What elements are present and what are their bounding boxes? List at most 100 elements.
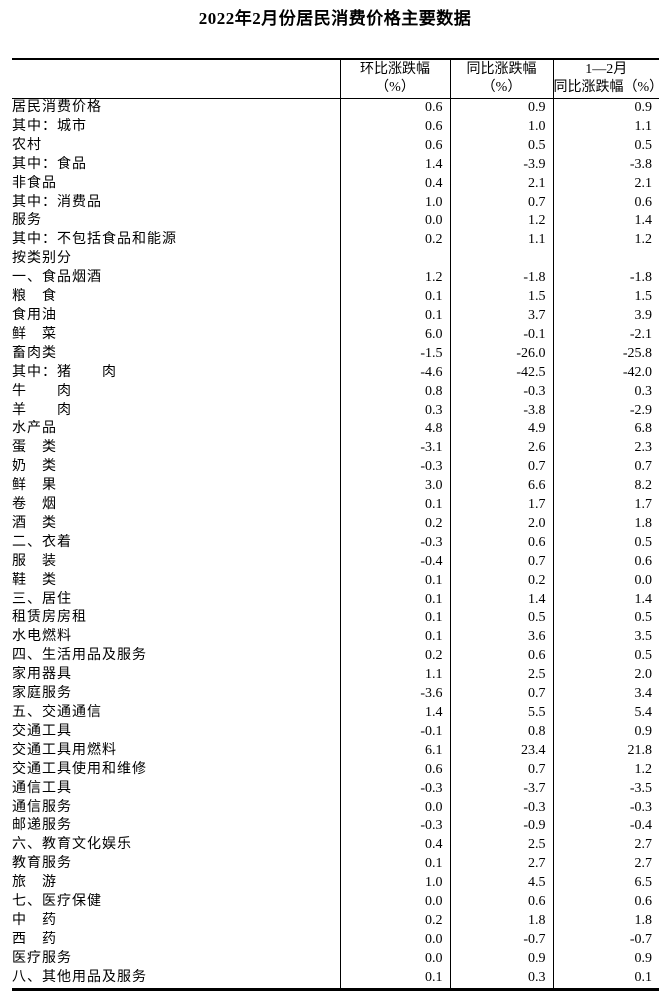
- row-yoy-value: 0.9: [449, 98, 553, 118]
- row-yoy-value: 1.8: [449, 911, 553, 931]
- row-ytd-value: 0.6: [552, 552, 659, 572]
- row-ytd-value: 2.1: [552, 174, 659, 194]
- row-mom-value: 0.2: [339, 647, 450, 667]
- row-ytd-value: 6.5: [552, 874, 659, 894]
- row-mom-value: 0.0: [339, 212, 450, 232]
- row-yoy-value: 1.5: [449, 288, 553, 307]
- row-label: 教育服务: [12, 856, 72, 872]
- table-row: 酒 类 0.2 2.0 1.8: [12, 514, 659, 534]
- row-ytd-value: 3.9: [552, 306, 659, 326]
- row-ytd-value: 1.2: [552, 231, 659, 251]
- row-mom-value: 1.1: [339, 666, 450, 686]
- page-title: 2022年2月份居民消费价格主要数据: [198, 9, 472, 28]
- row-yoy-value: 0.7: [449, 685, 553, 704]
- row-mom-value: 1.4: [339, 155, 450, 175]
- row-label: 通信服务: [12, 799, 72, 815]
- row-mom-value: -0.3: [339, 817, 450, 837]
- row-mom-value: 0.2: [339, 911, 450, 931]
- table-row: 其中：猪 肉 -4.6 -42.5 -42.0: [12, 363, 659, 383]
- row-yoy-value: -0.9: [449, 817, 553, 837]
- row-mom-value: 0.0: [339, 930, 450, 950]
- row-label: 鲜 菜: [12, 326, 57, 342]
- table-row: 家用器具 1.1 2.5 2.0: [12, 666, 659, 686]
- header-mom-line1: 环比涨跌幅: [360, 62, 430, 77]
- header-yoy: 同比涨跌幅 （%）: [449, 59, 553, 99]
- row-label: 食用油: [12, 307, 57, 323]
- row-mom-value: 0.4: [339, 174, 450, 194]
- row-yoy-value: 1.0: [449, 117, 553, 137]
- row-mom-value: -0.3: [339, 533, 450, 553]
- row-mom-value: 6.0: [339, 325, 450, 345]
- table-row: 食用油 0.1 3.7 3.9: [12, 306, 659, 326]
- row-label: 服务: [12, 213, 42, 229]
- table-row: 二、衣着 -0.3 0.6 0.5: [12, 533, 659, 553]
- table-row: 农村 0.6 0.5 0.5: [12, 136, 659, 156]
- row-mom-value: -0.3: [339, 779, 450, 799]
- row-mom-value: 0.0: [339, 949, 450, 969]
- row-label: 二、衣着: [12, 534, 72, 550]
- row-yoy-value: 2.0: [449, 514, 553, 534]
- table-row: 畜肉类 -1.5 -26.0 -25.8: [12, 344, 659, 364]
- row-yoy-value: 3.7: [449, 306, 553, 326]
- row-ytd-value: -2.9: [552, 401, 659, 421]
- row-mom-value: 1.0: [339, 193, 450, 213]
- row-mom-value: [339, 250, 450, 270]
- row-yoy-value: -1.8: [449, 269, 553, 289]
- table-row: 交通工具使用和维修 0.6 0.7 1.2: [12, 760, 659, 780]
- table-row: 七、医疗保健 0.0 0.6 0.6: [12, 893, 659, 912]
- row-label: 酒 类: [12, 515, 57, 531]
- row-ytd-value: 0.9: [552, 722, 659, 742]
- row-label: 七、医疗保健: [12, 894, 102, 910]
- row-yoy-value: -26.0: [449, 344, 553, 364]
- table-row: 服 装 -0.4 0.7 0.6: [12, 552, 659, 572]
- table-row: 旅 游 1.0 4.5 6.5: [12, 874, 659, 894]
- row-ytd-value: 0.5: [552, 533, 659, 553]
- table-row: 四、生活用品及服务 0.2 0.6 0.5: [12, 647, 659, 667]
- row-label: 交通工具: [12, 723, 72, 739]
- row-mom-value: 0.8: [339, 382, 450, 402]
- row-yoy-value: 2.7: [449, 855, 553, 875]
- row-yoy-value: 0.7: [449, 552, 553, 572]
- header-yoy-line1: 同比涨跌幅: [466, 62, 537, 77]
- table-row: 奶 类 -0.3 0.7 0.7: [12, 458, 659, 478]
- table-row: 其中：城市 0.6 1.0 1.1: [12, 117, 659, 137]
- row-ytd-value: 1.4: [552, 590, 659, 610]
- table-row: 其中：消费品 1.0 0.7 0.6: [12, 193, 659, 213]
- row-label: 其中：城市: [12, 118, 87, 134]
- table-row: 六、教育文化娱乐 0.4 2.5 2.7: [12, 836, 659, 856]
- row-yoy-value: 0.6: [449, 647, 553, 667]
- row-label: 其中：消费品: [12, 194, 102, 210]
- row-label: 租赁房房租: [12, 610, 87, 626]
- row-label: 交通工具用燃料: [12, 742, 117, 758]
- row-label: 羊 肉: [12, 402, 72, 418]
- row-ytd-value: 0.9: [552, 98, 659, 118]
- row-yoy-value: -0.7: [449, 930, 553, 950]
- row-label: 西 药: [12, 931, 57, 947]
- row-label: 畜肉类: [12, 345, 57, 361]
- table-row: 租赁房房租 0.1 0.5 0.5: [12, 609, 659, 629]
- row-yoy-value: -3.9: [449, 155, 553, 175]
- row-yoy-value: -3.8: [449, 401, 553, 421]
- row-yoy-value: 1.4: [449, 590, 553, 610]
- row-label: 牛 肉: [12, 383, 72, 399]
- row-yoy-value: [449, 250, 553, 270]
- row-mom-value: 0.6: [339, 136, 450, 156]
- row-mom-value: 0.1: [339, 590, 450, 610]
- row-yoy-value: 6.6: [449, 477, 553, 497]
- row-label: 居民消费价格: [12, 100, 102, 115]
- row-yoy-value: 0.7: [449, 760, 553, 780]
- row-yoy-value: 0.7: [449, 193, 553, 213]
- row-ytd-value: 21.8: [552, 741, 659, 761]
- row-label: 其中：猪 肉: [12, 364, 117, 380]
- row-label: 五、交通通信: [12, 705, 102, 720]
- row-ytd-value: 0.6: [552, 193, 659, 213]
- row-ytd-value: 0.0: [552, 571, 659, 591]
- row-yoy-value: 0.5: [449, 136, 553, 156]
- row-yoy-value: 0.6: [449, 533, 553, 553]
- table-row: 交通工具用燃料 6.1 23.4 21.8: [12, 741, 659, 761]
- row-ytd-value: 0.5: [552, 609, 659, 629]
- row-mom-value: -3.1: [339, 439, 450, 459]
- row-mom-value: 4.8: [339, 420, 450, 440]
- row-yoy-value: 0.3: [449, 968, 553, 990]
- table-row: 其中：不包括食品和能源 0.2 1.1 1.2: [12, 231, 659, 251]
